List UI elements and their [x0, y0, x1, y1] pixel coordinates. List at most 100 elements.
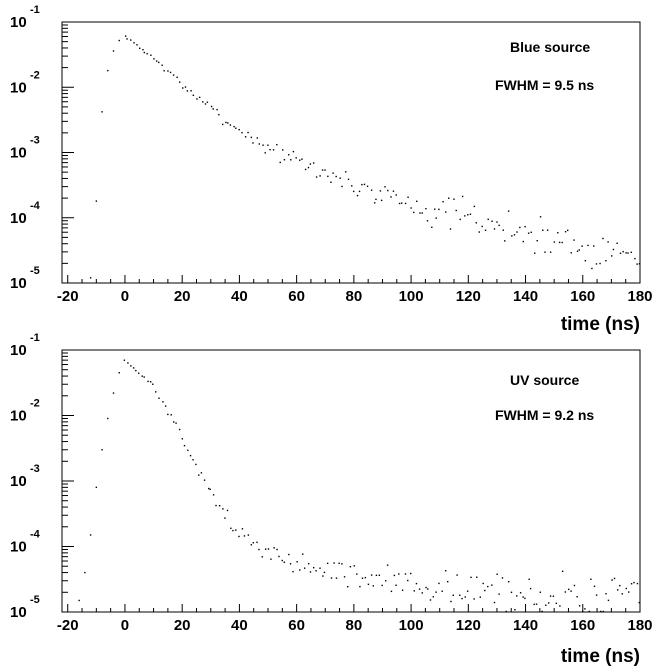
- data-point: [493, 601, 496, 604]
- data-point: [544, 251, 546, 253]
- data-point: [628, 591, 630, 593]
- data-point: [576, 595, 578, 598]
- x-tick-label: 100: [399, 617, 424, 634]
- x-tick-label: -20: [57, 617, 79, 634]
- data-point: [299, 569, 301, 571]
- data-point: [172, 74, 175, 76]
- data-point: [353, 190, 355, 193]
- y-tick-label-exponent: -2: [30, 398, 40, 410]
- data-point: [200, 472, 203, 474]
- data-point: [611, 255, 613, 257]
- data-point: [416, 200, 418, 203]
- data-point: [484, 589, 486, 592]
- data-point: [370, 574, 373, 576]
- data-point: [218, 505, 221, 507]
- data-point: [535, 603, 538, 605]
- data-point: [447, 580, 449, 583]
- data-point: [528, 578, 530, 581]
- data-point: [591, 267, 593, 270]
- data-point: [519, 592, 522, 594]
- data-point: [95, 486, 98, 489]
- data-point: [549, 595, 552, 597]
- data-point: [270, 558, 272, 560]
- data-point: [536, 239, 538, 242]
- data-point: [127, 362, 129, 364]
- data-point: [178, 428, 181, 431]
- data-point: [290, 159, 292, 161]
- data-point: [438, 582, 440, 585]
- data-point: [252, 542, 255, 544]
- data-point: [238, 535, 240, 538]
- data-point: [258, 548, 260, 551]
- data-point: [118, 39, 120, 42]
- data-point: [278, 555, 280, 558]
- data-point: [356, 194, 359, 197]
- data-point: [404, 573, 407, 575]
- data-point: [233, 125, 235, 128]
- data-point: [303, 567, 306, 569]
- data-point: [570, 252, 572, 254]
- data-point: [101, 111, 103, 113]
- data-point: [147, 380, 149, 383]
- data-point: [307, 166, 310, 169]
- data-point: [555, 602, 558, 605]
- y-tick-label-exponent: -3: [30, 135, 40, 147]
- data-point: [264, 548, 267, 550]
- x-tick-label: 20: [174, 288, 191, 305]
- data-point: [272, 149, 275, 151]
- data-point: [584, 260, 587, 262]
- data-point: [126, 38, 128, 40]
- data-point: [295, 157, 297, 159]
- data-point: [276, 143, 278, 146]
- data-point: [143, 376, 145, 378]
- data-point: [513, 234, 516, 236]
- y-tick-label-base: 10: [10, 14, 27, 31]
- data-point: [533, 252, 536, 254]
- data-point: [432, 596, 435, 598]
- data-point: [364, 576, 367, 579]
- data-point: [612, 248, 615, 251]
- x-tick-label: 80: [346, 288, 363, 305]
- data-point: [573, 239, 575, 241]
- data-point: [593, 585, 596, 587]
- data-point: [130, 39, 132, 41]
- fwhm-label: FWHM = 9.2 ns: [495, 407, 594, 423]
- data-point: [384, 580, 387, 582]
- data-point: [564, 230, 567, 233]
- data-point: [136, 44, 138, 46]
- data-point: [112, 50, 115, 52]
- data-point: [158, 61, 160, 64]
- data-point: [149, 381, 152, 383]
- data-point: [107, 417, 109, 420]
- data-point: [444, 570, 447, 572]
- data-point: [173, 421, 175, 423]
- x-tick-label: 100: [399, 288, 424, 305]
- y-tick-label-exponent: -1: [30, 332, 40, 344]
- data-point: [196, 98, 198, 100]
- data-point: [141, 375, 143, 377]
- data-point: [132, 367, 135, 369]
- x-tick-label: 20: [174, 617, 191, 634]
- data-point: [487, 218, 489, 221]
- data-point: [375, 198, 377, 201]
- data-point: [162, 401, 164, 403]
- data-point: [630, 583, 633, 585]
- data-point: [267, 548, 270, 550]
- data-point: [435, 217, 437, 219]
- data-point: [327, 175, 329, 178]
- data-point: [326, 562, 329, 565]
- data-point: [395, 194, 397, 196]
- data-point: [289, 563, 292, 565]
- data-point: [478, 231, 480, 233]
- data-point: [302, 553, 304, 555]
- data-point: [288, 553, 290, 556]
- data-point: [410, 207, 412, 209]
- data-point: [461, 597, 463, 600]
- data-point: [224, 517, 226, 519]
- data-point: [498, 593, 500, 595]
- y-tick-label-base: 10: [10, 473, 27, 490]
- data-point: [584, 608, 586, 610]
- data-point: [466, 590, 469, 592]
- data-point: [507, 580, 510, 583]
